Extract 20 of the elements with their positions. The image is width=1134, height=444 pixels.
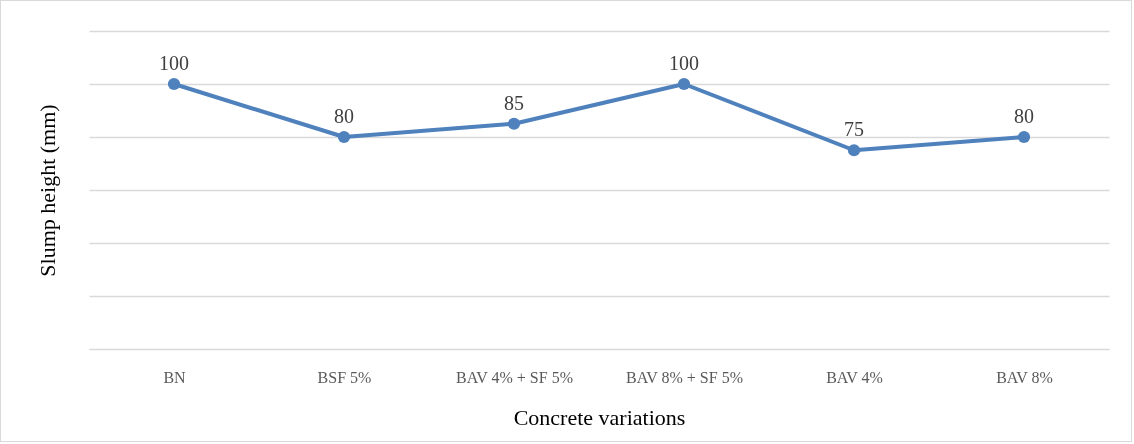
data-label: 85 xyxy=(504,91,524,114)
x-tick-label: BAV 4% xyxy=(826,368,883,386)
x-tick-label: BSF 5% xyxy=(317,368,372,386)
point xyxy=(507,117,521,130)
x-axis-title: Concrete variations xyxy=(513,404,686,430)
x-tick-label: BAV 8% xyxy=(996,368,1053,386)
data-label: 80 xyxy=(334,105,354,127)
x-tick-label: BAV 4% + SF 5% xyxy=(456,368,573,386)
data-label: 75 xyxy=(844,118,864,141)
x-tick-label: BAV 8% + SF 5% xyxy=(626,368,743,386)
x-tick-label: BN xyxy=(163,368,187,386)
point xyxy=(337,130,351,144)
y-axis-title: Slump height (mm) xyxy=(34,104,60,277)
point xyxy=(847,144,861,157)
point xyxy=(1017,130,1031,144)
point xyxy=(167,77,181,91)
data-label: 80 xyxy=(1014,105,1034,127)
data-label: 100 xyxy=(669,52,699,74)
point xyxy=(677,77,691,91)
data-label: 100 xyxy=(159,52,189,74)
